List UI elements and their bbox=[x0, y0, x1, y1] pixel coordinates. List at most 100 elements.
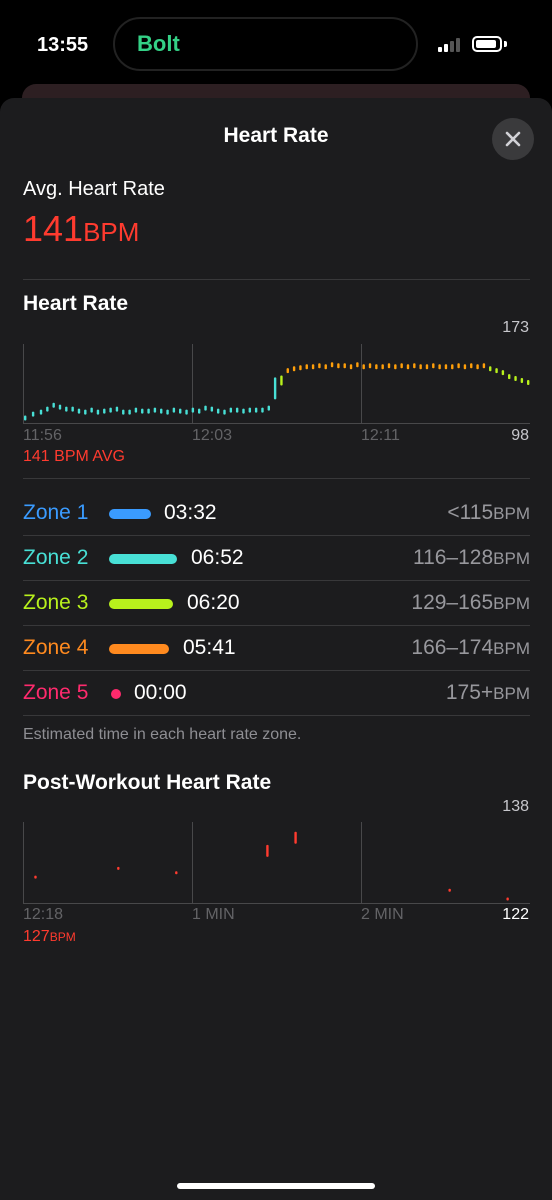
heart-rate-point bbox=[527, 380, 530, 386]
zone-name: Zone 2 bbox=[23, 546, 89, 569]
zone-row-3: Zone 3 06:20 129–165BPM bbox=[23, 581, 530, 626]
post-workout-point bbox=[266, 844, 269, 857]
heart-rate-point bbox=[39, 409, 43, 415]
heart-rate-point bbox=[457, 363, 460, 369]
heart-rate-point bbox=[394, 364, 397, 370]
post-workout-point bbox=[506, 897, 509, 901]
heart-rate-sheet: Heart Rate Avg. Heart Rate 141BPM Heart … bbox=[0, 98, 552, 1200]
heart-rate-point bbox=[103, 408, 106, 414]
divider bbox=[23, 670, 530, 671]
post-workout-point bbox=[175, 871, 178, 875]
heart-rate-point bbox=[470, 363, 473, 369]
post-value: 127BPM bbox=[23, 928, 76, 945]
hr-axis-max: 173 bbox=[502, 319, 529, 336]
heart-rate-point bbox=[444, 364, 448, 370]
zone-row-4: Zone 4 05:41 166–174BPM bbox=[23, 626, 530, 671]
heart-rate-point bbox=[330, 362, 334, 368]
zone-name: Zone 3 bbox=[23, 591, 89, 614]
heart-rate-point bbox=[248, 407, 252, 413]
heart-rate-point bbox=[425, 364, 429, 370]
hr-axis-min: 98 bbox=[511, 427, 529, 444]
heart-rate-point bbox=[197, 408, 201, 414]
zone-bar bbox=[109, 509, 151, 519]
zone-row-1: Zone 1 03:32 <115BPM bbox=[23, 491, 530, 536]
battery-nub bbox=[504, 41, 507, 47]
heart-rate-point bbox=[58, 404, 62, 410]
heart-rate-point bbox=[501, 370, 505, 376]
heart-rate-point bbox=[166, 409, 169, 415]
heart-rate-point bbox=[172, 407, 176, 413]
heart-rate-point bbox=[349, 364, 353, 370]
heart-rate-point bbox=[463, 364, 467, 370]
bolt-logo: Bolt bbox=[137, 31, 180, 56]
battery-icon bbox=[472, 36, 502, 52]
heart-rate-point bbox=[179, 408, 182, 414]
zone-dot bbox=[111, 689, 121, 699]
hr-avg-note: 141 BPM AVG bbox=[23, 448, 125, 465]
zone-name: Zone 5 bbox=[23, 681, 89, 704]
heart-rate-point bbox=[406, 364, 410, 370]
status-time: 13:55 bbox=[37, 34, 89, 56]
heart-rate-point bbox=[324, 364, 327, 370]
divider bbox=[23, 279, 530, 280]
divider bbox=[23, 625, 530, 626]
heart-rate-point bbox=[368, 363, 372, 369]
dynamic-island[interactable]: Bolt bbox=[113, 17, 418, 71]
zone-range: <115BPM bbox=[447, 501, 530, 524]
heart-rate-point bbox=[286, 368, 289, 374]
divider bbox=[23, 580, 530, 581]
heart-rate-point bbox=[273, 377, 277, 400]
zone-bar bbox=[109, 554, 177, 564]
heart-rate-point bbox=[160, 408, 163, 414]
zone-name: Zone 4 bbox=[23, 636, 89, 659]
zone-time: 06:20 bbox=[187, 591, 240, 614]
heart-rate-point bbox=[356, 362, 359, 368]
heart-rate-point bbox=[438, 364, 441, 370]
post-workout-chart[interactable] bbox=[23, 822, 530, 904]
heart-rate-point bbox=[311, 364, 315, 370]
zone-time: 00:00 bbox=[134, 681, 187, 704]
zone-time: 03:32 bbox=[164, 501, 217, 524]
post-axis-min: 122 bbox=[502, 906, 529, 923]
heart-rate-point bbox=[387, 363, 391, 369]
heart-rate-point bbox=[299, 365, 302, 371]
heart-rate-point bbox=[305, 364, 308, 370]
post-x-label-3: 2 MIN bbox=[361, 906, 404, 923]
zone-bar bbox=[109, 644, 169, 654]
heart-rate-point bbox=[489, 366, 492, 372]
zone-name: Zone 1 bbox=[23, 501, 89, 524]
heart-rate-point bbox=[31, 411, 35, 417]
zone-row-2: Zone 2 06:52 116–128BPM bbox=[23, 536, 530, 581]
heart-rate-section-title: Heart Rate bbox=[23, 292, 129, 315]
post-axis-max: 138 bbox=[502, 798, 529, 815]
hr-x-label-2: 12:03 bbox=[192, 427, 233, 444]
post-x-label-1: 12:18 bbox=[23, 906, 64, 923]
zone-time: 06:52 bbox=[191, 546, 244, 569]
heart-rate-point bbox=[520, 378, 524, 384]
zone-range: 129–165BPM bbox=[411, 591, 530, 614]
avg-number: 141 bbox=[23, 208, 84, 249]
home-indicator[interactable] bbox=[177, 1183, 375, 1189]
zone-time: 05:41 bbox=[183, 636, 236, 659]
heart-rate-point bbox=[210, 406, 214, 412]
zones-footnote: Estimated time in each heart rate zone. bbox=[23, 726, 302, 743]
heart-rate-point bbox=[147, 408, 150, 414]
hr-x-label-3: 12:11 bbox=[361, 427, 400, 444]
avg-heart-rate-label: Avg. Heart Rate bbox=[23, 178, 165, 200]
heart-rate-point bbox=[235, 407, 239, 413]
post-workout-title: Post-Workout Heart Rate bbox=[23, 771, 272, 794]
heart-rate-point bbox=[191, 407, 195, 413]
heart-rate-point bbox=[128, 409, 131, 415]
heart-rate-point bbox=[77, 408, 81, 414]
heart-rate-point bbox=[267, 405, 270, 411]
close-button[interactable] bbox=[492, 118, 534, 160]
post-workout-point bbox=[34, 875, 37, 879]
heart-rate-point bbox=[362, 364, 365, 370]
heart-rate-point bbox=[65, 406, 68, 412]
heart-rate-point bbox=[141, 408, 144, 414]
heart-rate-chart[interactable] bbox=[23, 344, 530, 424]
avg-heart-rate-value: 141BPM bbox=[23, 208, 139, 250]
heart-rate-point bbox=[46, 406, 49, 412]
hr-x-label-1: 11:56 bbox=[23, 427, 62, 444]
zone-range: 175+BPM bbox=[445, 681, 530, 704]
